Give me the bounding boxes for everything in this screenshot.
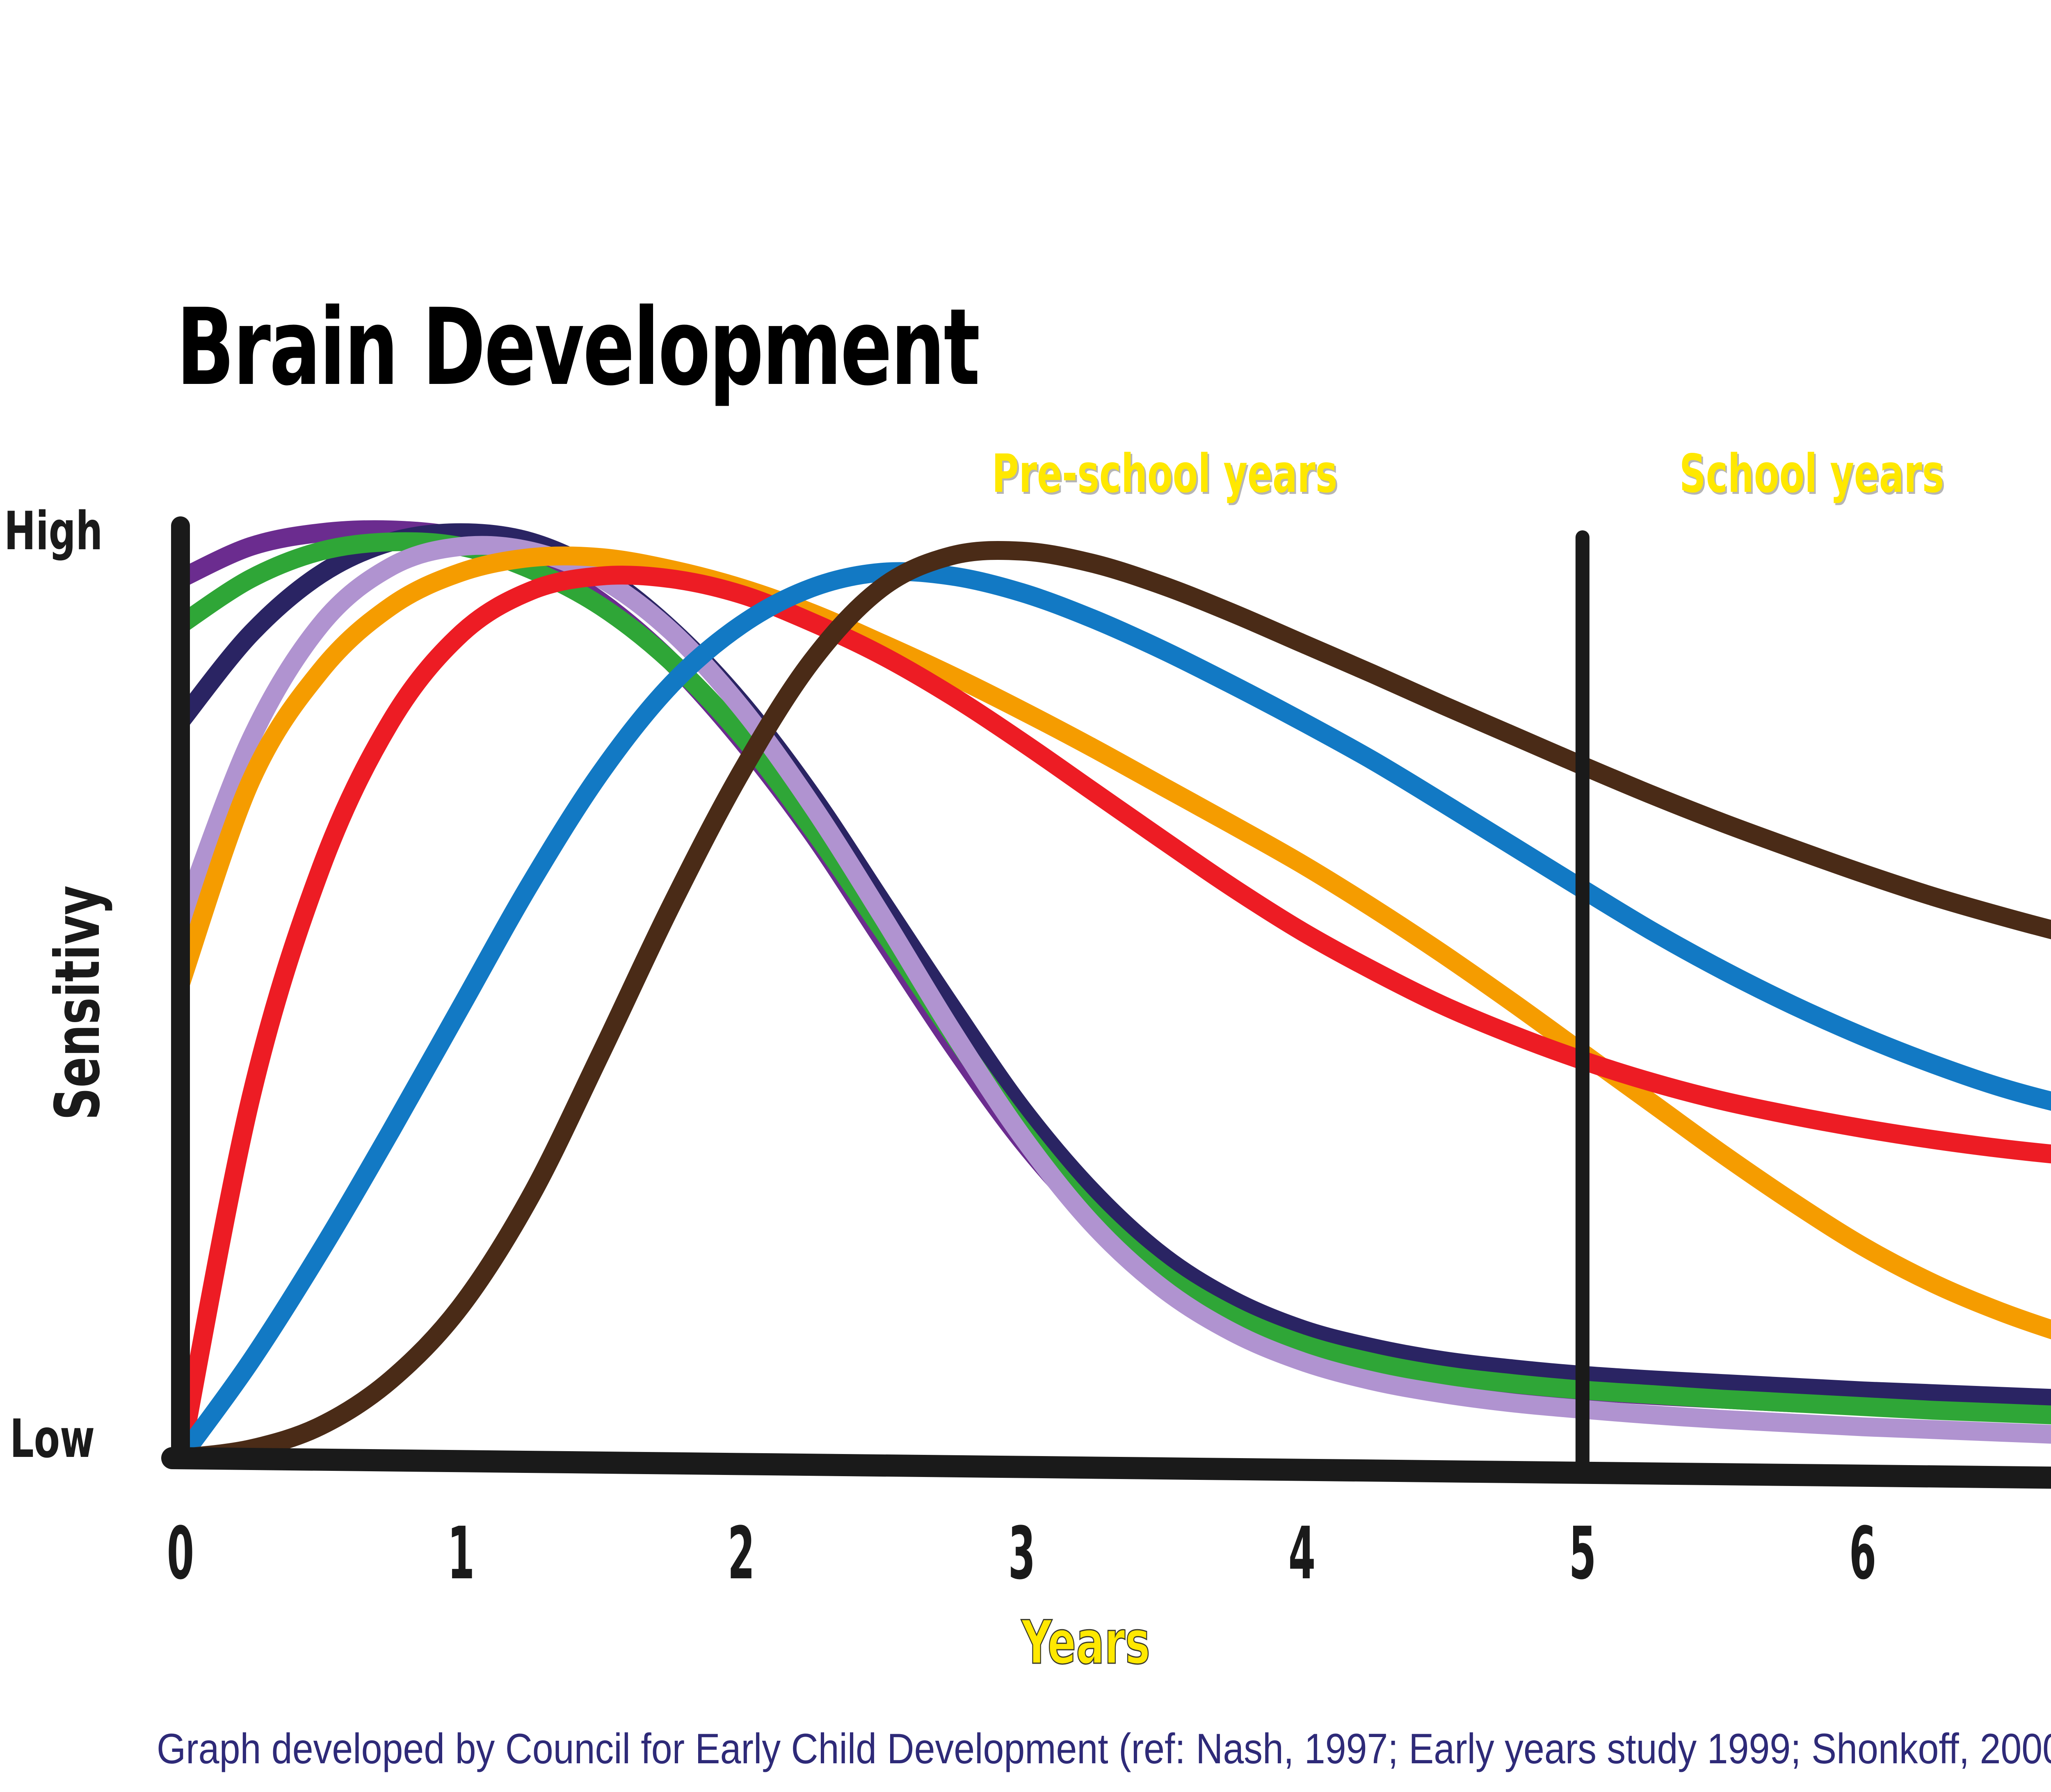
x-axis-title: Years xyxy=(1021,1608,1151,1678)
x-tick-1: 1 xyxy=(447,1511,475,1596)
x-tick-4: 4 xyxy=(1288,1511,1316,1596)
source-caption: Graph developed by Council for Early Chi… xyxy=(157,1725,2051,1773)
y-axis-low-label: Low xyxy=(10,1408,95,1470)
curve-peer-social-skills xyxy=(171,562,2051,1468)
curve-group xyxy=(171,520,2051,1468)
curve-emotional-control xyxy=(171,536,2051,1444)
annotation-school-years: School years xyxy=(1679,443,1944,504)
y-axis-high-label: High xyxy=(4,501,103,562)
page-title: Brain Development xyxy=(176,286,980,409)
x-tick-5: 5 xyxy=(1569,1511,1596,1596)
x-axis-line xyxy=(161,1447,2051,1489)
curve-habitual-ways-of-responding xyxy=(171,532,2051,1424)
x-tick-0: 0 xyxy=(167,1511,194,1596)
curve-vision xyxy=(171,520,2051,1423)
curve-language-extra xyxy=(171,566,2051,1468)
x-tick-3: 3 xyxy=(1008,1511,1035,1596)
annotation-preschool-years: Pre-school years xyxy=(992,443,1338,504)
axis-lines xyxy=(161,516,2051,1489)
x-tick-6: 6 xyxy=(1849,1511,1877,1596)
x-tick-2: 2 xyxy=(728,1511,755,1596)
curve-language xyxy=(171,546,2051,1340)
curve-hearing xyxy=(171,523,2051,1408)
curve-numbers xyxy=(171,541,2051,1468)
